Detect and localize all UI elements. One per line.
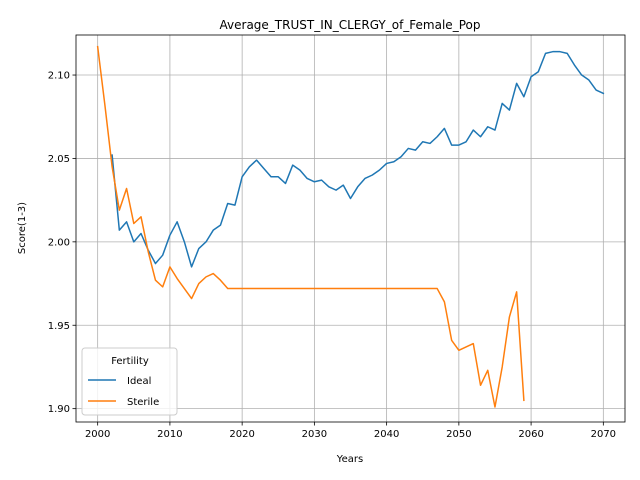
series-line-sterile [96,45,525,408]
x-tick-label: 2040 [374,429,399,440]
x-tick-label: 2050 [446,429,471,440]
x-tick-label: 2010 [157,429,182,440]
chart-title: Average_TRUST_IN_CLERGY_of_Female_Pop [220,18,481,32]
x-axis: 2000 2010 2020 2030 2040 2050 2060 2070 [85,422,616,440]
y-tick-label: 1.90 [48,404,70,415]
legend-label-ideal: Ideal [127,376,151,387]
series-line-ideal [111,50,605,268]
y-tick-label: 2.10 [48,71,70,82]
x-tick-label: 2070 [591,429,616,440]
y-axis: 1.90 1.95 2.00 2.05 2.10 [48,71,76,415]
x-tick-label: 2060 [518,429,543,440]
legend: Fertility Ideal Sterile [81,347,178,416]
legend-box [81,347,178,416]
series-layer [96,45,605,408]
x-tick-label: 2000 [85,429,110,440]
x-tick-label: 2030 [302,429,327,440]
y-tick-label: 1.95 [48,321,70,332]
y-tick-label: 2.00 [48,237,70,248]
y-axis-label: Score(1-3) [17,202,28,254]
x-axis-label: Years [336,454,363,465]
legend-label-sterile: Sterile [127,397,159,408]
legend-title: Fertility [111,356,149,367]
axes-frame [75,34,626,423]
y-tick-label: 2.05 [48,154,70,165]
x-tick-label: 2020 [229,429,254,440]
